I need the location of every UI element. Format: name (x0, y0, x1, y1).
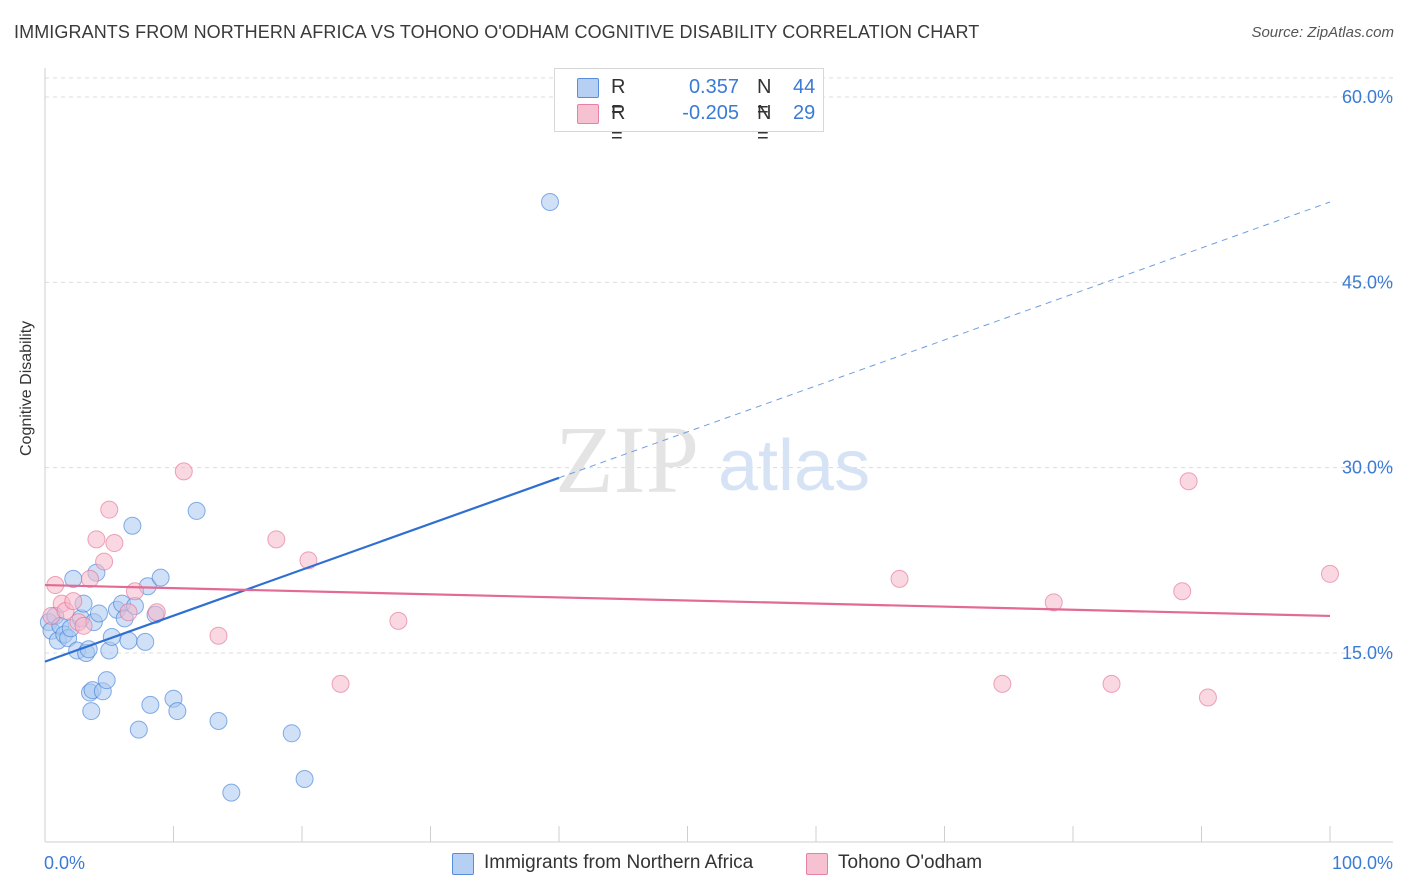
point-northern-africa (209, 711, 228, 730)
watermark-zip: ZIP (555, 406, 699, 513)
r-value: -0.205 (682, 102, 739, 124)
point-tohono-oodham (100, 500, 119, 519)
y-tick-label: 45.0% (1342, 272, 1393, 292)
point-tohono-oodham (1173, 582, 1192, 601)
point-tohono-oodham (1102, 674, 1121, 693)
point-tohono-oodham (299, 551, 318, 570)
point-tohono-oodham (209, 626, 228, 645)
chart-title: IMMIGRANTS FROM NORTHERN AFRICA VS TOHON… (14, 22, 980, 42)
point-northern-africa (187, 501, 206, 520)
point-northern-africa (541, 193, 560, 212)
trendline-tohono-oodham (44, 583, 1331, 618)
n-label: N = (757, 76, 772, 121)
point-tohono-oodham (890, 569, 909, 588)
point-northern-africa (282, 724, 301, 743)
x-tick-labels: 0.0% 100.0% (44, 853, 1393, 873)
series-name: Tohono O'odham (838, 852, 983, 873)
point-northern-africa (82, 702, 101, 721)
point-tohono-oodham (993, 674, 1012, 693)
watermark-atlas: atlas (718, 426, 870, 506)
legend-swatch-pink (577, 104, 599, 124)
point-tohono-oodham (1179, 472, 1198, 491)
data-points (39, 193, 1339, 802)
point-tohono-oodham (1198, 688, 1217, 707)
n-label: N = (757, 102, 772, 147)
point-tohono-oodham (95, 552, 114, 571)
point-northern-africa (151, 568, 170, 587)
point-northern-africa (168, 702, 187, 721)
point-northern-africa (89, 604, 108, 623)
legend-swatch-pink (806, 853, 828, 875)
n-value: 29 (793, 102, 816, 124)
point-northern-africa (222, 783, 241, 802)
point-tohono-oodham (119, 603, 138, 622)
point-northern-africa (123, 516, 142, 535)
point-tohono-oodham (1044, 593, 1063, 612)
r-value: 0.357 (688, 76, 739, 98)
point-northern-africa (129, 720, 148, 739)
trendline-northern-africa (44, 476, 560, 663)
legend-swatch-blue (452, 853, 474, 875)
n-value: 44 (793, 76, 816, 98)
point-tohono-oodham (267, 530, 286, 549)
point-northern-africa (141, 695, 160, 714)
y-tick-labels: 15.0% 30.0% 45.0% 60.0% (1342, 87, 1393, 663)
point-tohono-oodham (1321, 564, 1339, 583)
point-tohono-oodham (174, 462, 193, 481)
legend-swatch-blue (577, 78, 599, 98)
point-tohono-oodham (80, 569, 99, 588)
point-tohono-oodham (105, 534, 124, 553)
axes (44, 68, 1393, 843)
trendlines (44, 201, 1331, 663)
point-tohono-oodham (74, 616, 93, 635)
y-tick-label: 60.0% (1342, 87, 1393, 107)
y-tick-label: 30.0% (1342, 458, 1393, 478)
point-tohono-oodham (147, 603, 166, 622)
point-northern-africa (295, 770, 314, 789)
point-northern-africa (97, 671, 116, 690)
y-axis-label: Cognitive Disability (18, 320, 35, 456)
series-name: Immigrants from Northern Africa (484, 852, 754, 873)
r-label: R = (611, 76, 626, 121)
source-label: Source: ZipAtlas.com (1251, 24, 1394, 41)
y-tick-label: 15.0% (1342, 643, 1393, 663)
point-tohono-oodham (125, 582, 144, 601)
point-tohono-oodham (87, 530, 106, 549)
point-tohono-oodham (389, 611, 408, 630)
watermark: ZIP atlas (555, 406, 870, 513)
x-tick-label: 100.0% (1332, 853, 1393, 873)
grid-lines (45, 77, 1393, 654)
point-northern-africa (136, 632, 155, 651)
r-label: R = (611, 102, 626, 147)
point-tohono-oodham (64, 592, 83, 611)
x-tick-label: 0.0% (44, 853, 85, 873)
trendline-northern-africa-extension (558, 201, 1331, 479)
point-tohono-oodham (331, 674, 350, 693)
correlation-legend: R = 0.357 N = 44 R = -0.205 N = 29 (554, 68, 824, 147)
